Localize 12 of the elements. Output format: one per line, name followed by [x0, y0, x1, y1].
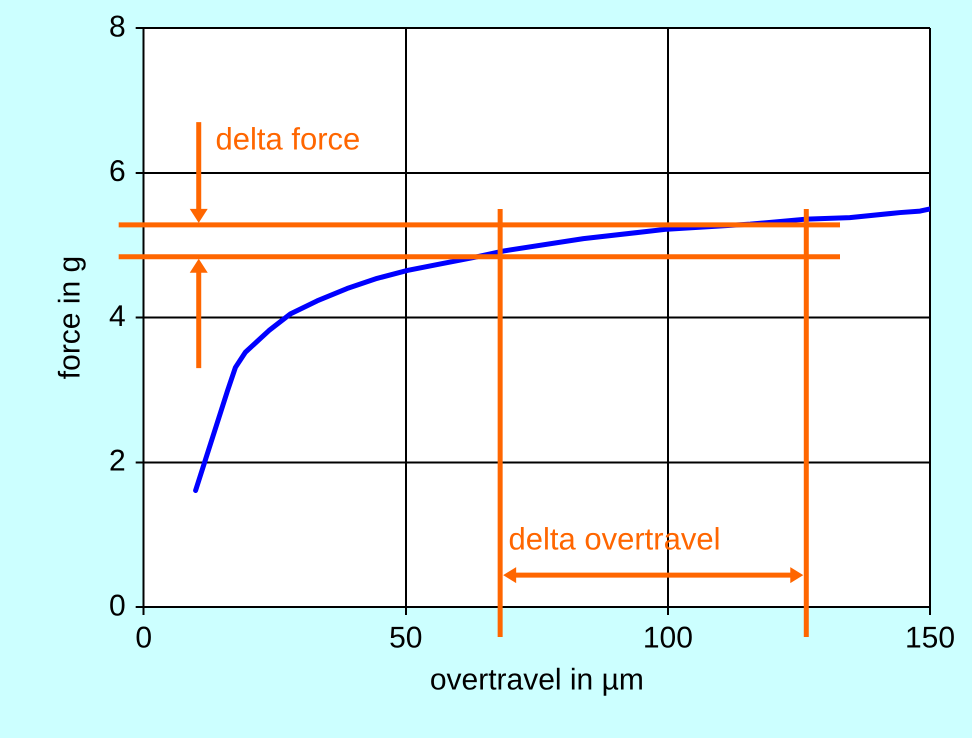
y-axis-title: force in g [53, 256, 86, 380]
x-tick-label: 100 [642, 621, 693, 654]
x-tick-label: 0 [135, 621, 152, 654]
y-tick-label: 8 [108, 10, 126, 44]
x-tick-label: 150 [904, 621, 956, 654]
x-axis-title: overtravel in µm [430, 663, 644, 696]
y-tick-label: 6 [108, 155, 126, 188]
y-tick-label: 0 [108, 589, 126, 622]
y-tick-label: 2 [108, 444, 126, 478]
annotation: delta force [216, 121, 360, 156]
y-tick-label: 4 [108, 300, 126, 333]
x-tick-label: 50 [389, 621, 422, 654]
